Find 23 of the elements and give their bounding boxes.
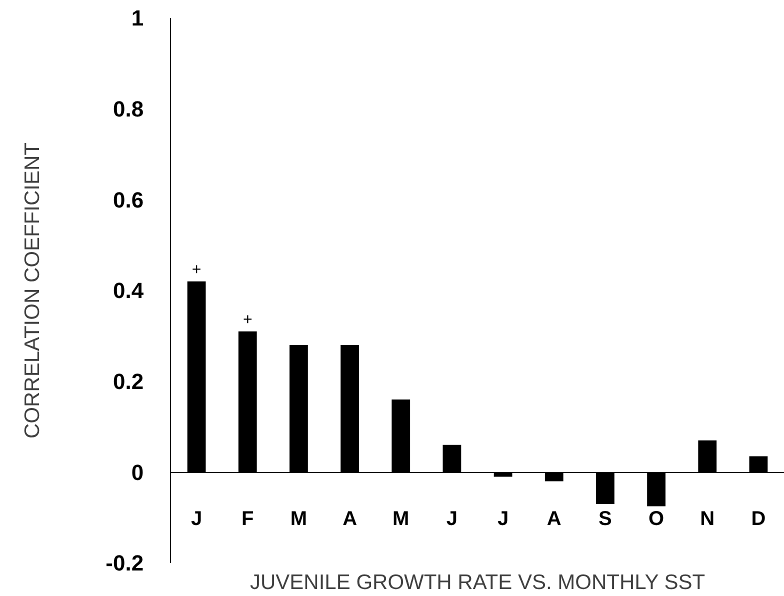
y-tick-label: 1 — [131, 6, 144, 31]
x-tick-label: N — [700, 508, 715, 530]
y-axis-title: CORRELATION COEFFICIENT — [20, 142, 44, 438]
x-tick-label: S — [598, 508, 612, 530]
y-tick-label: 0.2 — [113, 369, 144, 394]
x-tick-label: J — [497, 508, 509, 530]
x-tick-label: M — [392, 508, 410, 530]
y-tick-label: 0.6 — [113, 187, 144, 212]
x-tick-label: D — [751, 508, 766, 530]
y-tick-label: -0.2 — [106, 550, 144, 576]
data-label: + — [192, 261, 202, 278]
x-tick-label: A — [342, 508, 358, 530]
y-tick-label: 0.4 — [113, 278, 144, 304]
x-tick-label: F — [242, 508, 254, 530]
y-tick-label: 0 — [131, 460, 144, 485]
x-tick-label: M — [290, 508, 308, 530]
x-tick-label: A — [546, 508, 562, 530]
x-tick-label: O — [648, 508, 664, 530]
x-tick-label: J — [446, 508, 458, 530]
x-axis-title: JUVENILE GROWTH RATE VS. MONTHLY SST — [250, 571, 706, 594]
y-tick-label: 0.8 — [113, 96, 144, 122]
x-tick-label: J — [190, 508, 202, 530]
data-label: + — [242, 311, 252, 328]
